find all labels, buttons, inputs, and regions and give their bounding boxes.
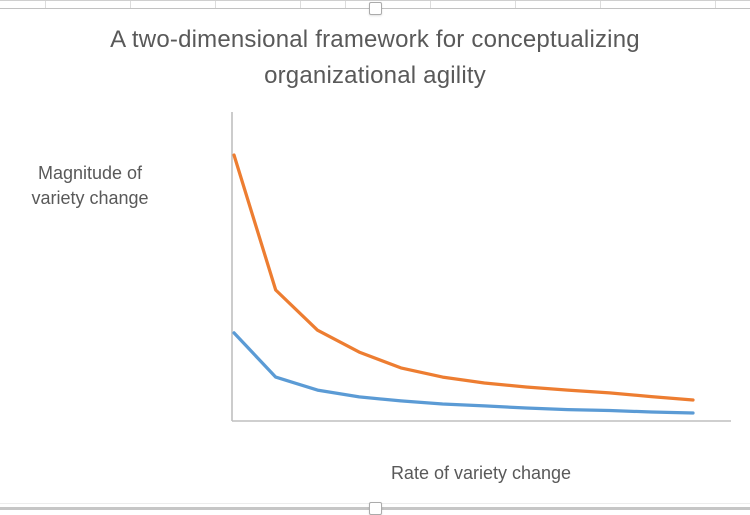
column-gridline-tick: [130, 1, 131, 8]
chart-title-line2: organizational agility: [264, 62, 486, 89]
chart-title[interactable]: A two-dimensional framework for conceptu…: [0, 22, 750, 94]
column-gridline-tick: [430, 1, 431, 8]
chart-resize-handle-top[interactable]: [369, 2, 382, 15]
series-line-low-magnitude-curve[interactable]: [232, 331, 695, 415]
column-gridline-tick: [715, 1, 716, 8]
column-gridline-tick: [45, 1, 46, 8]
column-gridline-tick: [345, 1, 346, 8]
chart-title-line1: A two-dimensional framework for conceptu…: [110, 26, 640, 53]
y-axis-title-line1: Magnitude of: [37, 163, 143, 183]
y-axis-title-line2: variety change: [31, 188, 149, 208]
y-axis-title[interactable]: Magnitude of variety change: [10, 161, 170, 211]
sheet-row-gridline-top: [0, 0, 750, 1]
chart-resize-handle-bottom[interactable]: [369, 502, 382, 515]
column-gridline-tick: [300, 1, 301, 8]
series-line-high-magnitude-curve[interactable]: [232, 153, 695, 402]
x-axis-title[interactable]: Rate of variety change: [390, 463, 572, 483]
column-gridline-tick: [515, 1, 516, 8]
column-gridline-tick: [215, 1, 216, 8]
column-gridline-tick: [600, 1, 601, 8]
